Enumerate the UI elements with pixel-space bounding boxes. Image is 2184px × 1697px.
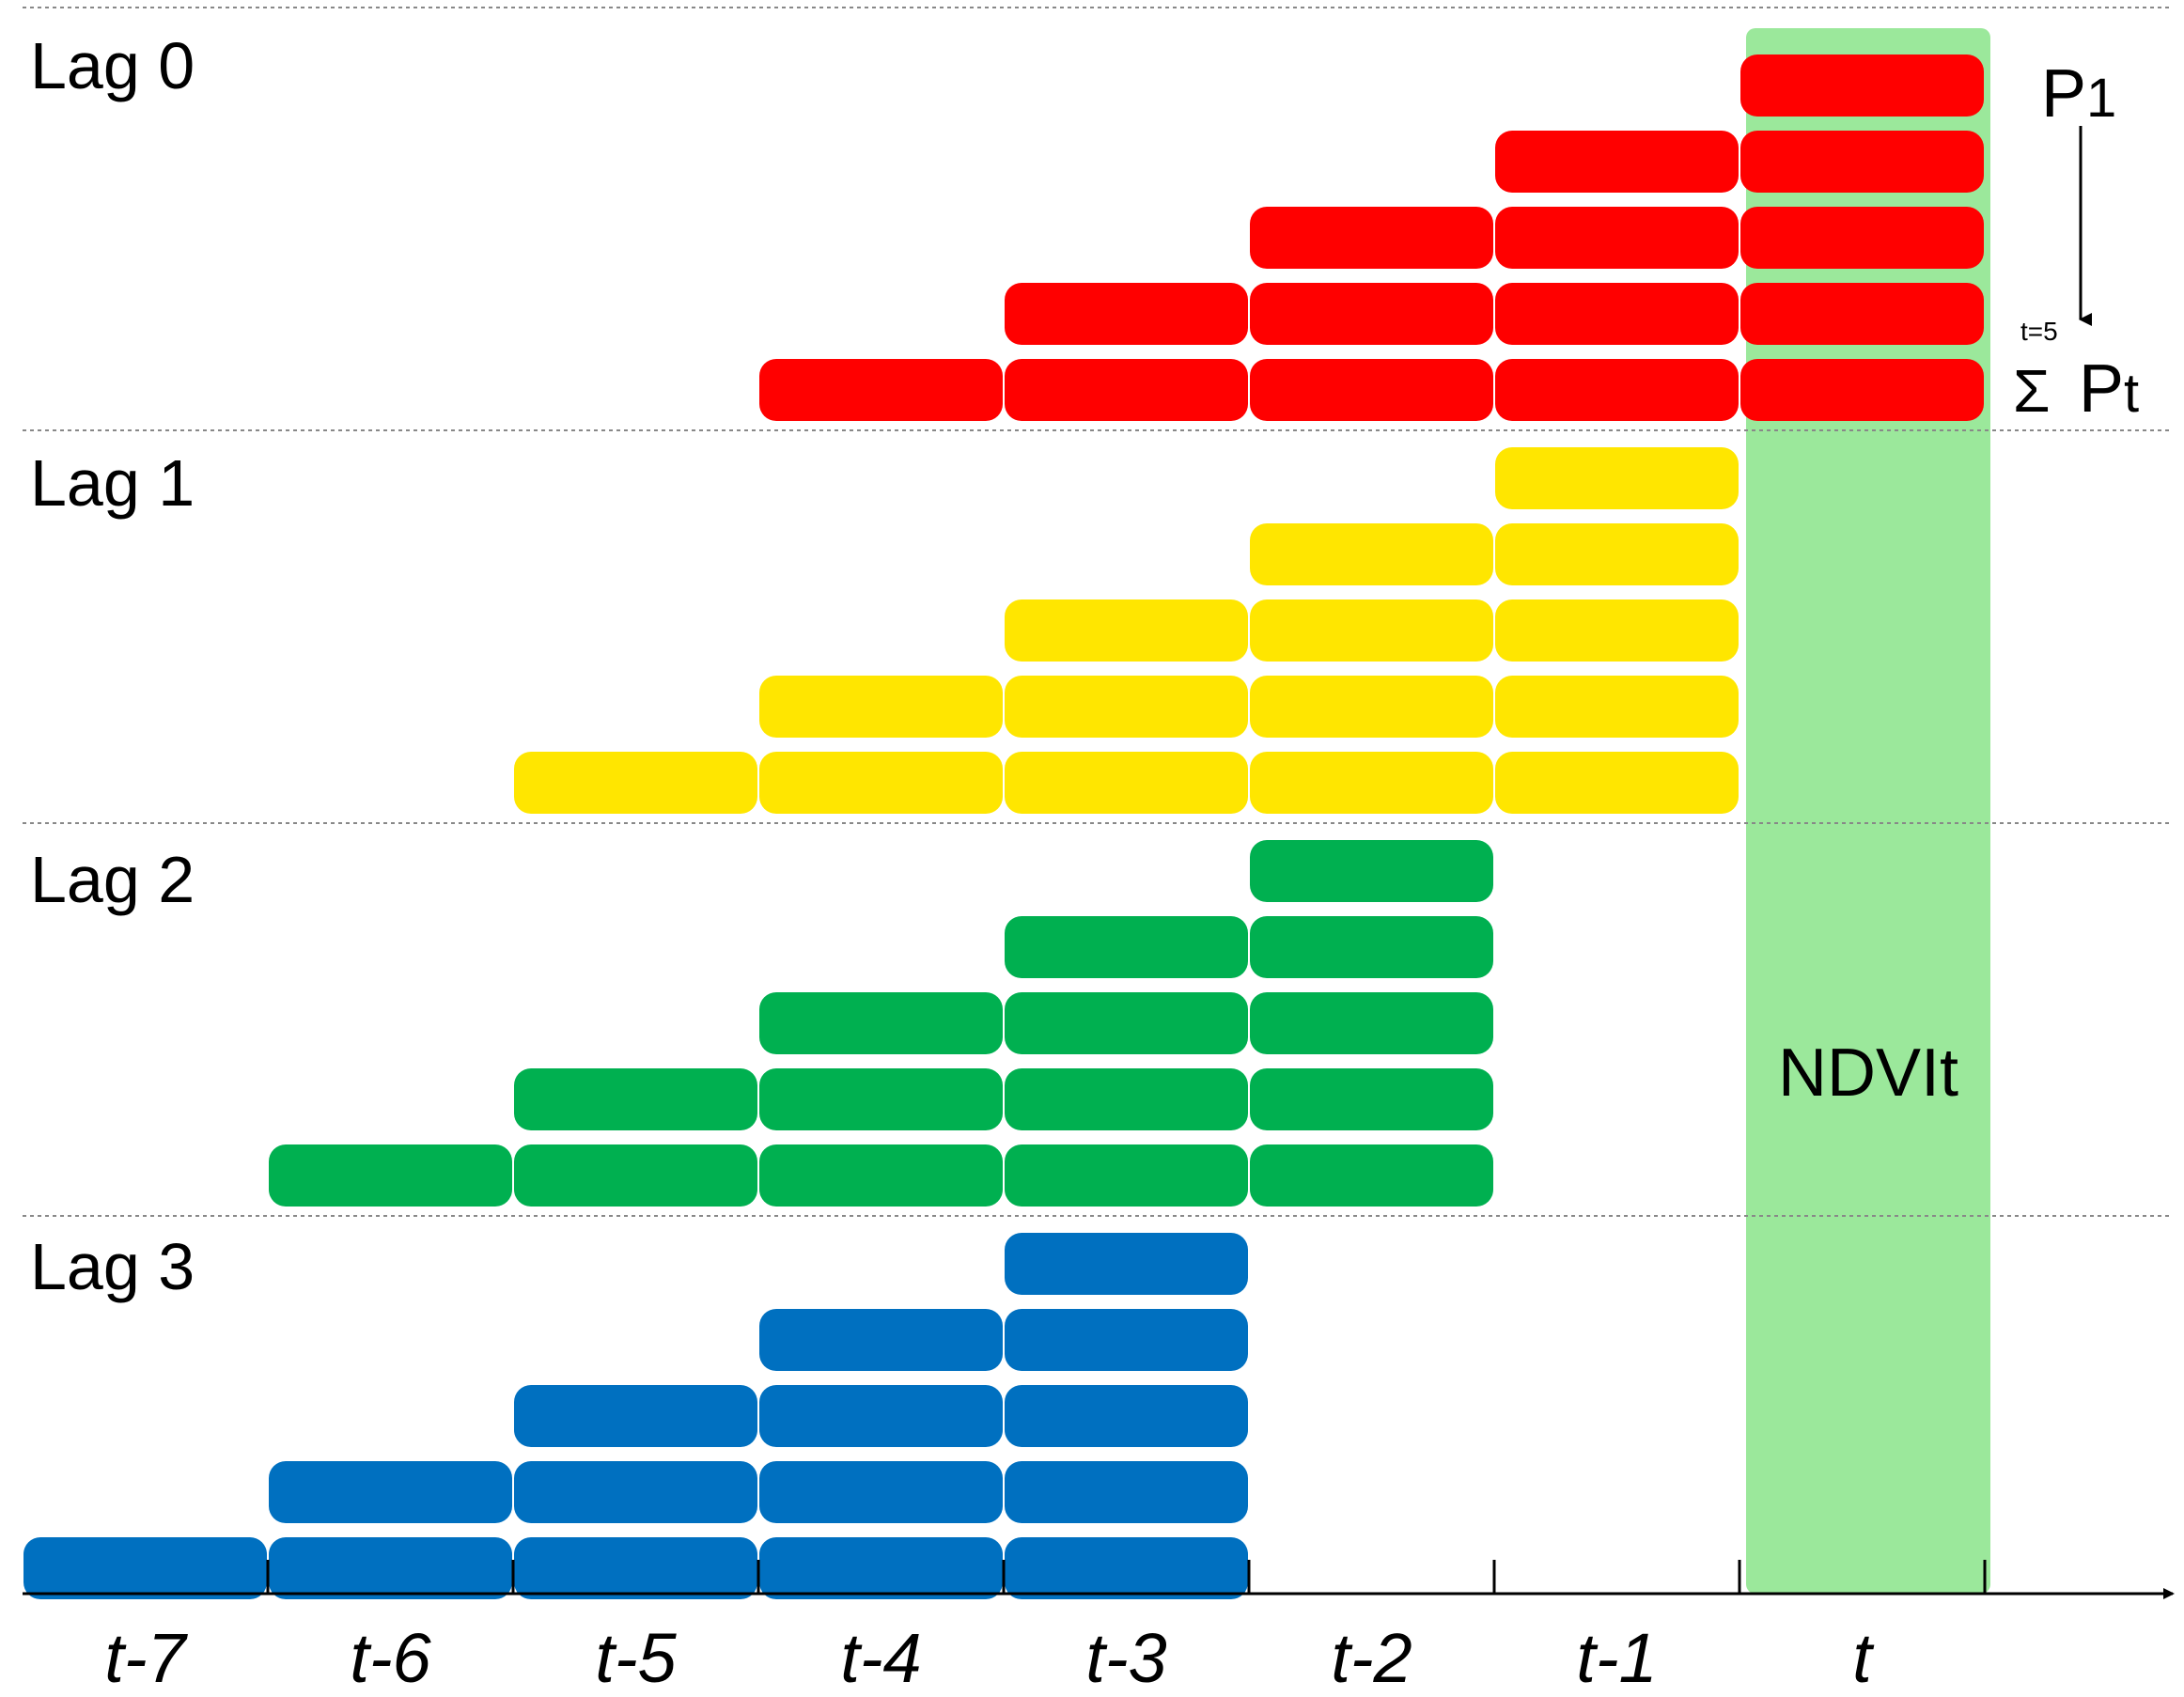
bar-lag0-row4-t-3 bbox=[1005, 283, 1248, 345]
pt-label: Pt bbox=[2079, 351, 2139, 427]
precipitation-window-bars bbox=[23, 54, 1984, 1599]
bar-lag1-row3-t-3 bbox=[1005, 599, 1248, 662]
axis-label-t-1: t-1 bbox=[1576, 1619, 1657, 1697]
lag-label-0: Lag 0 bbox=[30, 29, 195, 102]
axis-ticks bbox=[266, 1560, 1987, 1594]
bar-lag2-row2-t-3 bbox=[1005, 916, 1248, 978]
bar-lag1-row5-t-2 bbox=[1250, 752, 1493, 814]
bar-lag3-row4-t-3 bbox=[1005, 1461, 1248, 1523]
bar-lag3-row4-t-6 bbox=[269, 1461, 512, 1523]
bar-lag2-row4-t-4 bbox=[759, 1068, 1003, 1130]
bar-lag0-row5-t-4 bbox=[759, 359, 1003, 421]
bar-lag3-row5-t-3 bbox=[1005, 1537, 1248, 1599]
bar-lag0-row1-t bbox=[1740, 54, 1984, 117]
bar-lag2-row2-t-2 bbox=[1250, 916, 1493, 978]
bar-lag3-row1-t-3 bbox=[1005, 1233, 1248, 1295]
lag-label-3: Lag 3 bbox=[30, 1230, 195, 1303]
bar-lag3-row5-t-7 bbox=[23, 1537, 267, 1599]
pt-base: P bbox=[2079, 351, 2124, 427]
bar-lag2-row4-t-3 bbox=[1005, 1068, 1248, 1130]
lag-label-1: Lag 1 bbox=[30, 446, 195, 520]
summation-annotation: P1 t=5 Σ Pt bbox=[2013, 56, 2139, 427]
pt-subscript: t bbox=[2124, 363, 2139, 424]
bar-lag2-row3-t-4 bbox=[759, 992, 1003, 1054]
bar-lag1-row4-t-4 bbox=[759, 676, 1003, 738]
bar-lag3-row4-t-5 bbox=[514, 1461, 757, 1523]
bar-lag0-row3-t bbox=[1740, 207, 1984, 269]
bar-lag0-row2-t-1 bbox=[1495, 131, 1739, 193]
bar-lag2-row5-t-4 bbox=[759, 1144, 1003, 1207]
axis-label-t-5: t-5 bbox=[595, 1619, 677, 1697]
bar-lag1-row5-t-4 bbox=[759, 752, 1003, 814]
axis-label-t-2: t-2 bbox=[1331, 1619, 1412, 1697]
bar-lag0-row4-t bbox=[1740, 283, 1984, 345]
time-axis: t-7 t-6 t-5 t-4 t-3 t-2 t-1 t bbox=[23, 1560, 2175, 1697]
bar-lag2-row3-t-3 bbox=[1005, 992, 1248, 1054]
bar-lag2-row3-t-2 bbox=[1250, 992, 1493, 1054]
bar-lag0-row5-t-1 bbox=[1495, 359, 1739, 421]
bar-lag3-row5-t-6 bbox=[269, 1537, 512, 1599]
bar-lag1-row4-t-3 bbox=[1005, 676, 1248, 738]
axis-label-t: t bbox=[1852, 1619, 1875, 1697]
bar-lag3-row3-t-3 bbox=[1005, 1385, 1248, 1447]
bar-lag1-row3-t-1 bbox=[1495, 599, 1739, 662]
bar-lag1-row5-t-5 bbox=[514, 752, 757, 814]
lag-labels: Lag 0 Lag 1 Lag 2 Lag 3 bbox=[30, 29, 195, 1303]
ndvi-label: NDVIt bbox=[1778, 1035, 1958, 1111]
bar-lag0-row5-t bbox=[1740, 359, 1984, 421]
bar-lag3-row5-t-4 bbox=[759, 1537, 1003, 1599]
bar-lag2-row4-t-2 bbox=[1250, 1068, 1493, 1130]
bar-lag1-row3-t-2 bbox=[1250, 599, 1493, 662]
bar-lag0-row3-t-2 bbox=[1250, 207, 1493, 269]
bar-lag2-row5-t-2 bbox=[1250, 1144, 1493, 1207]
bar-lag2-row5-t-5 bbox=[514, 1144, 757, 1207]
bar-lag3-row3-t-4 bbox=[759, 1385, 1003, 1447]
bar-lag1-row4-t-2 bbox=[1250, 676, 1493, 738]
bar-lag1-row5-t-3 bbox=[1005, 752, 1248, 814]
axis-label-t-7: t-7 bbox=[104, 1619, 188, 1697]
bar-lag2-row1-t-2 bbox=[1250, 840, 1493, 902]
p1-base: P bbox=[2041, 56, 2086, 132]
axis-label-t-6: t-6 bbox=[350, 1619, 431, 1697]
bar-lag3-row3-t-5 bbox=[514, 1385, 757, 1447]
bar-lag2-row5-t-3 bbox=[1005, 1144, 1248, 1207]
bar-lag0-row4-t-2 bbox=[1250, 283, 1493, 345]
bar-lag1-row4-t-1 bbox=[1495, 676, 1739, 738]
bar-lag1-row1-t-1 bbox=[1495, 447, 1739, 509]
bar-lag0-row4-t-1 bbox=[1495, 283, 1739, 345]
axis-label-t-4: t-4 bbox=[840, 1619, 921, 1697]
bar-lag2-row4-t-5 bbox=[514, 1068, 757, 1130]
bar-lag1-row2-t-2 bbox=[1250, 523, 1493, 585]
p1-label: P1 bbox=[2041, 56, 2116, 132]
lag-label-2: Lag 2 bbox=[30, 843, 195, 916]
lag-separators bbox=[23, 7, 2173, 1217]
bar-lag3-row2-t-3 bbox=[1005, 1309, 1248, 1371]
bar-lag2-row5-t-6 bbox=[269, 1144, 512, 1207]
sum-index-label: t=5 bbox=[2020, 317, 2058, 346]
bar-lag0-row5-t-2 bbox=[1250, 359, 1493, 421]
p1-subscript: 1 bbox=[2086, 68, 2116, 129]
bar-lag0-row2-t bbox=[1740, 131, 1984, 193]
bar-lag1-row5-t-1 bbox=[1495, 752, 1739, 814]
bar-lag0-row3-t-1 bbox=[1495, 207, 1739, 269]
sum-sign: Σ bbox=[2013, 357, 2051, 425]
axis-label-t-3: t-3 bbox=[1085, 1619, 1166, 1697]
axis-tick-labels: t-7 t-6 t-5 t-4 t-3 t-2 t-1 t bbox=[104, 1619, 1875, 1697]
bar-lag0-row5-t-3 bbox=[1005, 359, 1248, 421]
bar-lag1-row2-t-1 bbox=[1495, 523, 1739, 585]
bar-lag3-row4-t-4 bbox=[759, 1461, 1003, 1523]
bar-lag3-row2-t-4 bbox=[759, 1309, 1003, 1371]
bar-lag3-row5-t-5 bbox=[514, 1537, 757, 1599]
